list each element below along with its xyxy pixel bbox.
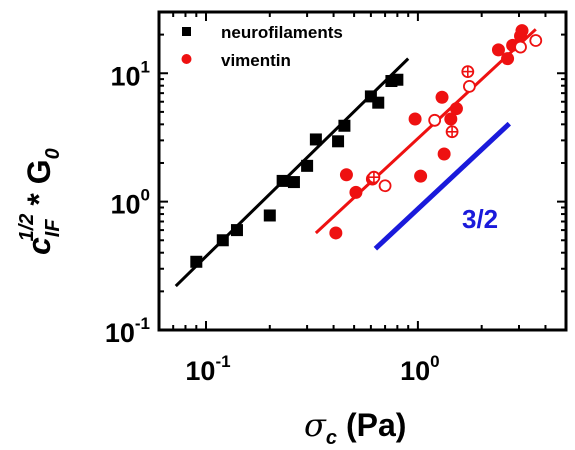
point-vimentin [437, 147, 451, 161]
legend-marker-vimentin [181, 54, 192, 64]
y-tick-label: 101 [110, 57, 150, 91]
point-vimentin [414, 169, 428, 183]
point-vimentin-open [514, 40, 527, 54]
x-tick-label-exponent: 0 [430, 352, 439, 371]
point-neurofilaments [372, 96, 385, 109]
y-tick-label-base: 10 [110, 190, 140, 220]
slope-annotation: 3/2 [462, 204, 498, 234]
x-axis-unit: (Pa) [346, 407, 406, 443]
point-vimentin-open [529, 34, 543, 47]
x-tick-label: 10-1 [185, 352, 230, 386]
y-tick-label: 100 [110, 186, 150, 220]
y-tick-label-exponent: 0 [141, 186, 150, 205]
point-neurofilaments [190, 255, 203, 268]
point-neurofilaments [263, 209, 276, 222]
point-neurofilaments [332, 135, 345, 148]
point-vimentin-open [378, 179, 392, 193]
y-axis-rest: * G [21, 159, 57, 205]
point-vimentin [435, 90, 449, 104]
point-neurofilaments [301, 159, 314, 172]
point-neurofilaments [216, 234, 229, 247]
point-vimentin [408, 112, 422, 126]
x-tick-label: 100 [400, 352, 440, 386]
y-axis-subscript: IF [42, 219, 64, 238]
data-points [190, 24, 543, 268]
legend-marker-neurofilaments [182, 27, 191, 36]
axis-ticks [158, 11, 567, 331]
x-axis-title: σc (Pa) [304, 406, 406, 449]
fit-line-vimentin [314, 28, 537, 235]
point-vimentin-crossed [367, 170, 381, 184]
plot-frame [157, 10, 568, 332]
y-tick-label-base: 10 [105, 318, 135, 348]
point-neurofilaments [338, 119, 351, 132]
y-tick-label-exponent: -1 [135, 314, 150, 333]
legend: neurofilaments vimentin [181, 23, 343, 70]
x-tick-label-base: 10 [185, 356, 215, 386]
fit-line-slope-3-2 [373, 121, 512, 251]
x-tick-label-base: 10 [400, 356, 430, 386]
point-vimentin-crossed [445, 125, 459, 139]
point-vimentin [339, 168, 353, 182]
legend-label-vimentin: vimentin [221, 51, 291, 70]
point-neurofilaments [276, 174, 289, 187]
x-axis-subscript: c [326, 427, 337, 449]
y-axis-rest-subscript: 0 [42, 148, 64, 159]
legend-label-neurofilaments: neurofilaments [221, 23, 343, 42]
x-tick-label-exponent: -1 [215, 352, 230, 371]
point-vimentin [449, 102, 463, 116]
point-vimentin [515, 24, 529, 38]
point-vimentin [349, 185, 363, 199]
y-tick-label-base: 10 [110, 61, 140, 91]
point-neurofilaments [230, 224, 243, 237]
point-vimentin [501, 52, 515, 66]
point-vimentin [444, 112, 458, 126]
point-vimentin-crossed [461, 65, 475, 79]
x-axis-symbol: σ [304, 406, 327, 444]
point-neurofilaments [309, 133, 322, 146]
y-axis-base: c [21, 237, 57, 255]
y-tick-label: 10-1 [105, 314, 150, 348]
point-neurofilaments [287, 176, 300, 189]
point-vimentin-open [462, 79, 476, 93]
y-axis-title: cIF1/2 * G0 [16, 148, 64, 255]
point-vimentin [329, 226, 343, 240]
y-tick-label-exponent: 1 [141, 57, 150, 76]
point-vimentin-open [428, 113, 442, 127]
point-neurofilaments [391, 73, 404, 86]
point-vimentin [491, 43, 505, 57]
y-axis-superscript: 1/2 [16, 214, 38, 242]
